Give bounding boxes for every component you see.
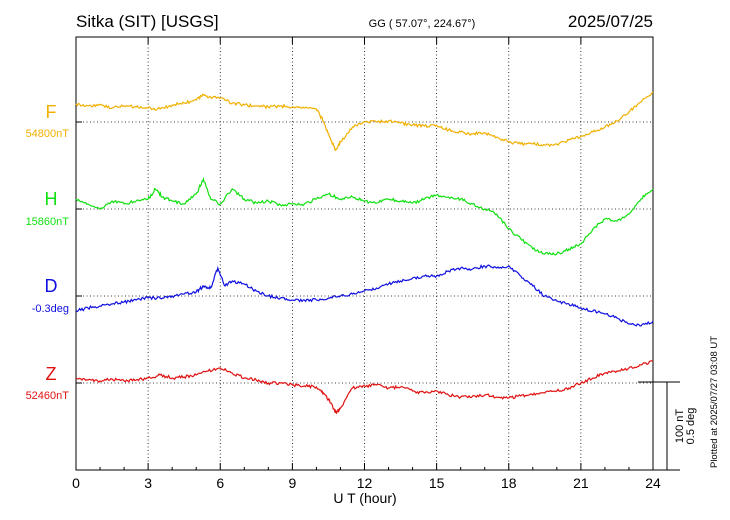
- series-labels: F 54800nT H 15860nT D -0.3deg Z 52460nT: [26, 102, 70, 402]
- chart-title: Sitka (SIT) [USGS]: [76, 12, 219, 31]
- x-axis-label: U T (hour): [333, 490, 396, 506]
- chart-subtitle: GG ( 57.07°, 224.67°): [369, 18, 476, 30]
- series-line-D: [75, 264, 654, 327]
- scale-label-deg: 0.5 deg: [685, 408, 697, 445]
- x-tick-label-18: 18: [501, 475, 517, 491]
- series-name-F: F: [46, 102, 57, 122]
- x-tick-label-3: 3: [144, 475, 152, 491]
- series-baseline-label-D: -0.3deg: [32, 303, 69, 315]
- scale-bar: [638, 381, 680, 471]
- baselines: [76, 37, 653, 470]
- x-axis-ticks: 0 3 6 9 12 15 18 21 24: [72, 37, 661, 491]
- x-tick-label-15: 15: [429, 475, 445, 491]
- x-tick-label-12: 12: [357, 475, 373, 491]
- scale-label-nt: 100 nT: [674, 409, 686, 444]
- chart-date: 2025/07/25: [568, 12, 653, 31]
- x-tick-label-0: 0: [72, 475, 80, 491]
- x-tick-label-21: 21: [573, 475, 589, 491]
- series-baseline-label-F: 54800nT: [26, 128, 70, 140]
- series-name-D: D: [45, 276, 58, 296]
- series-lines: [75, 91, 654, 415]
- x-tick-label-9: 9: [288, 475, 296, 491]
- series-line-F: [75, 91, 654, 151]
- series-baseline-label-H: 15860nT: [26, 216, 70, 228]
- series-line-Z: [75, 360, 654, 415]
- series-name-H: H: [45, 189, 58, 209]
- series-name-Z: Z: [46, 364, 57, 384]
- series-baseline-label-Z: 52460nT: [26, 390, 70, 402]
- x-tick-label-24: 24: [645, 475, 661, 491]
- plotted-note: Plotted at 2025/07/27 03:08 UT: [709, 336, 720, 468]
- x-tick-label-6: 6: [216, 475, 224, 491]
- series-line-H: [75, 176, 654, 256]
